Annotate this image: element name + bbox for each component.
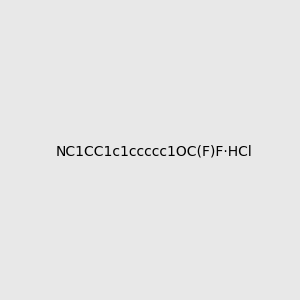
Text: NC1CC1c1ccccc1OC(F)F·HCl: NC1CC1c1ccccc1OC(F)F·HCl (56, 145, 252, 158)
